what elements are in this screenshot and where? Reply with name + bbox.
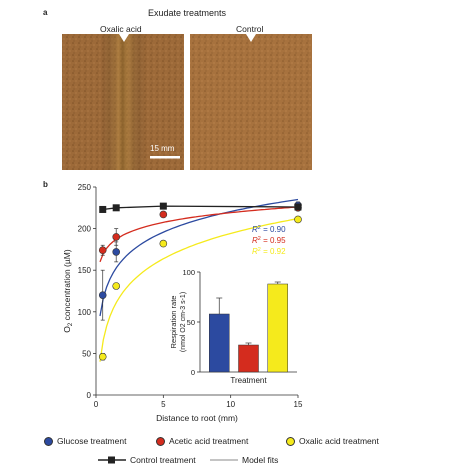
control-line: [102, 205, 299, 211]
control-photo-label: Control: [236, 24, 264, 34]
acetic-point: [112, 233, 120, 241]
control-point: [294, 203, 302, 211]
control-point: [112, 204, 120, 212]
glucose-legend-label: Glucose treatment: [57, 436, 127, 446]
acetic-fit-curve: [99, 206, 299, 263]
oxalic-point: [98, 352, 107, 361]
glucose-fit-curve: [99, 198, 299, 317]
acetic-r2-label: R2 = 0.95: [252, 236, 286, 245]
glucose-respiration-bar: [209, 313, 230, 373]
oxalic-point: [294, 215, 302, 224]
glucose-point: [294, 201, 302, 210]
oxalic-fit-curve: [99, 217, 299, 362]
y-tick-label: 150: [78, 266, 92, 275]
control-root-marker: [246, 34, 256, 42]
x-tick-label: 5: [161, 400, 166, 409]
legend-glucose: Glucose treatment: [44, 436, 126, 446]
glucose-r2-label: R2 = 0.90: [252, 225, 286, 234]
panel-a-title: Exudate treatments: [148, 8, 227, 18]
oxalic-photo-label: Oxalic acid: [100, 24, 142, 34]
acetic-legend-dot: [156, 436, 165, 446]
oxalic-legend-dot: [286, 436, 295, 446]
x-axis-label: Distance to root (mm): [156, 413, 238, 423]
acetic-legend-label: Acetic acid treatment: [169, 436, 249, 446]
oxalic-point: [159, 239, 168, 248]
y-axis-label: O2 concentration (µM): [62, 249, 74, 333]
acetic-point: [98, 246, 107, 255]
inset-y-axis-label-line1: Respiration rate: [169, 296, 178, 349]
inset-y-tick-label: 100: [182, 268, 195, 277]
y-tick-label: 200: [78, 225, 92, 234]
inset-y-axis-label-line2: (nmol O2 cm-3 s-1): [180, 292, 187, 352]
glucose-point: [98, 291, 107, 299]
legend-model-fits: Model fits: [210, 455, 278, 465]
y-tick-label: 100: [78, 308, 92, 317]
x-tick-label: 0: [94, 400, 99, 409]
legend-control: Control treatment: [98, 455, 196, 465]
acetic-point: [294, 204, 302, 212]
oxalic-r2-label: R2 = 0.92: [252, 247, 286, 256]
acetic-point: [159, 210, 168, 219]
inset-y-tick-label: 0: [191, 368, 195, 377]
control-point: [159, 202, 167, 210]
model-fits-legend-label: Model fits: [242, 455, 279, 465]
oxalic-legend-label: Oxalic acid treatment: [299, 436, 379, 446]
panel-a-letter: a: [43, 8, 48, 17]
inset-x-axis-label: Treatment: [230, 376, 267, 385]
scale-bar: [150, 156, 180, 159]
x-tick-label: 15: [294, 400, 303, 409]
glucose-point: [112, 248, 120, 256]
control-legend-label: Control treatment: [130, 455, 196, 465]
oxalic-point: [112, 282, 120, 290]
inset-background: [199, 270, 298, 372]
y-tick-label: 250: [78, 183, 92, 192]
control-point: [99, 205, 107, 213]
x-tick-label: 10: [226, 400, 235, 409]
oxalic-root-marker: [119, 34, 129, 42]
glucose-legend-dot: [44, 436, 53, 446]
control-legend-line: [98, 456, 126, 464]
control-soil-photo: [190, 34, 312, 170]
y-tick-label: 50: [82, 349, 91, 358]
model-fits-legend-line: [210, 459, 238, 461]
legend-oxalic: Oxalic acid treatment: [286, 436, 379, 446]
inset-y-tick-label: 50: [187, 318, 195, 327]
scale-bar-label: 15 mm: [150, 144, 175, 153]
y-tick-label: 0: [87, 391, 92, 400]
acetic-respiration-bar: [238, 344, 259, 373]
oxalic-respiration-bar: [267, 283, 288, 373]
soil-photos: [62, 34, 312, 170]
legend-acetic: Acetic acid treatment: [156, 436, 248, 446]
panel-b-letter: b: [43, 180, 48, 189]
